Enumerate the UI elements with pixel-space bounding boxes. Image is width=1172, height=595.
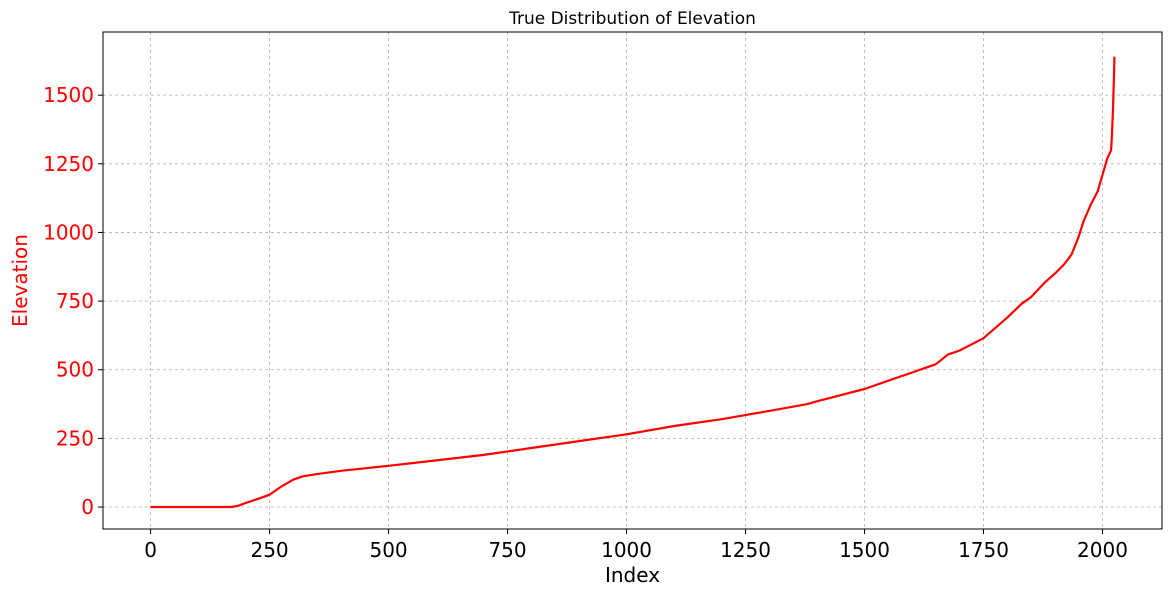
y-tick-label: 0 (81, 495, 94, 519)
x-tick-label: 500 (369, 538, 407, 562)
y-tick-label: 1250 (43, 152, 94, 176)
y-tick-label: 1000 (43, 220, 94, 244)
chart-title: True Distribution of Elevation (508, 9, 756, 29)
x-tick-label: 2000 (1077, 538, 1128, 562)
y-tick-label: 750 (56, 289, 94, 313)
y-tick-label: 250 (56, 426, 94, 450)
x-tick-label: 750 (488, 538, 526, 562)
x-tick-label: 0 (144, 538, 157, 562)
grid (103, 32, 1162, 529)
y-tick-label: 1500 (43, 83, 94, 107)
axis-ticks: 0 250 500 750 1000 1250 1500 1750 2000 0 250 500 750… (43, 83, 1128, 562)
y-axis-label: Elevation (8, 234, 32, 327)
x-tick-label: 1750 (958, 538, 1009, 562)
x-tick-label: 250 (250, 538, 288, 562)
x-tick-label: 1000 (601, 538, 652, 562)
x-tick-label: 1250 (720, 538, 771, 562)
y-tick-label: 500 (56, 358, 94, 382)
elevation-series-line (150, 56, 1116, 509)
x-tick-label: 1500 (839, 538, 890, 562)
plot-frame (102, 31, 1163, 530)
x-axis-label: Index (605, 563, 660, 587)
